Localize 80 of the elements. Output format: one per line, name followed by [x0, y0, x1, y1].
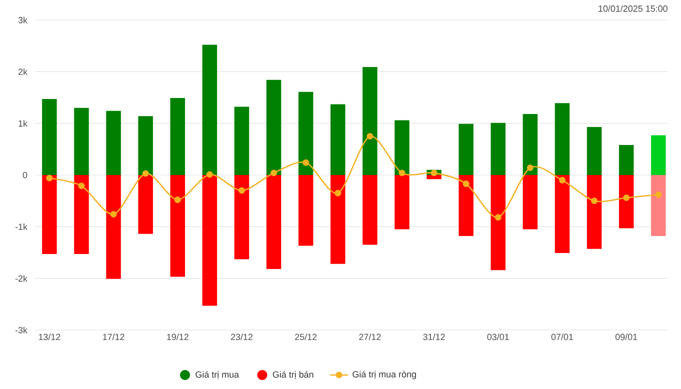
point [334, 190, 342, 196]
x-tick-label: 03/01 [487, 334, 509, 340]
bar [618, 145, 634, 175]
point [655, 191, 662, 198]
bar [234, 106, 250, 175]
bar [458, 175, 474, 236]
y-tick-label: 3k [18, 16, 28, 24]
bar [490, 122, 506, 175]
point [270, 170, 278, 176]
bar [42, 175, 57, 254]
bar [234, 175, 250, 260]
point [142, 170, 149, 177]
text: 10/01/2025 15:00 [598, 5, 668, 12]
point [302, 159, 310, 166]
bar [170, 175, 186, 277]
x-tick-label: 31/12 [423, 334, 445, 340]
bar [298, 175, 314, 246]
legend-label: Giá trị mua ròng [352, 370, 416, 380]
bar [586, 175, 602, 249]
point [494, 214, 502, 221]
bar [554, 103, 570, 175]
point [559, 176, 566, 184]
bar [651, 135, 666, 175]
x-tick-label: 19/12 [167, 334, 188, 340]
bar [554, 175, 570, 254]
bar [170, 98, 186, 175]
x-tick-label: 13/12 [38, 334, 60, 340]
x-tick-label: 17/12 [103, 334, 124, 340]
bar [42, 99, 57, 175]
point [623, 194, 630, 201]
y-tick-label: 0 [22, 172, 28, 178]
y-tick-label: -2k [15, 275, 28, 282]
bar [586, 126, 602, 175]
point [206, 171, 213, 178]
bar [618, 175, 634, 228]
bar [522, 175, 538, 230]
bar [202, 175, 218, 306]
bar [362, 67, 378, 175]
point [591, 198, 598, 204]
point [110, 211, 117, 218]
point [366, 133, 374, 140]
x-tick-label: 23/12 [230, 334, 252, 340]
point [398, 170, 406, 176]
x-tick-label: 25/12 [295, 334, 317, 340]
bar [74, 175, 89, 254]
x-tick-label: 07/01 [551, 334, 574, 340]
bar [394, 175, 410, 230]
bar [490, 175, 506, 270]
y-tick-label: -1k [15, 223, 28, 230]
point [462, 180, 470, 188]
bar [74, 108, 89, 175]
bar [330, 175, 346, 264]
bar [426, 175, 442, 180]
legend-label: Giá trị mua [196, 371, 240, 379]
bar [266, 80, 282, 175]
y-tick-label: 2k [18, 68, 28, 75]
bar [106, 110, 121, 175]
y-tick-label: 1k [18, 120, 28, 127]
bar [138, 175, 153, 234]
x-tick-label: 27/12 [359, 334, 381, 340]
bar [394, 120, 410, 175]
bar [298, 92, 314, 175]
point [430, 170, 438, 176]
point [174, 196, 181, 204]
bar [138, 116, 153, 175]
x-tick-label: 09/01 [615, 334, 638, 340]
bar [522, 114, 538, 175]
point [238, 187, 245, 194]
bar [458, 124, 474, 175]
bar [330, 104, 346, 175]
bar [202, 44, 218, 175]
bar [266, 175, 282, 270]
bar [362, 175, 378, 245]
bar [651, 175, 666, 236]
point [46, 174, 53, 182]
point [78, 182, 85, 190]
legend-label: Giá trị bán [272, 371, 314, 379]
point [526, 164, 534, 172]
y-tick-label: -3k [15, 326, 28, 334]
bar [106, 175, 121, 279]
